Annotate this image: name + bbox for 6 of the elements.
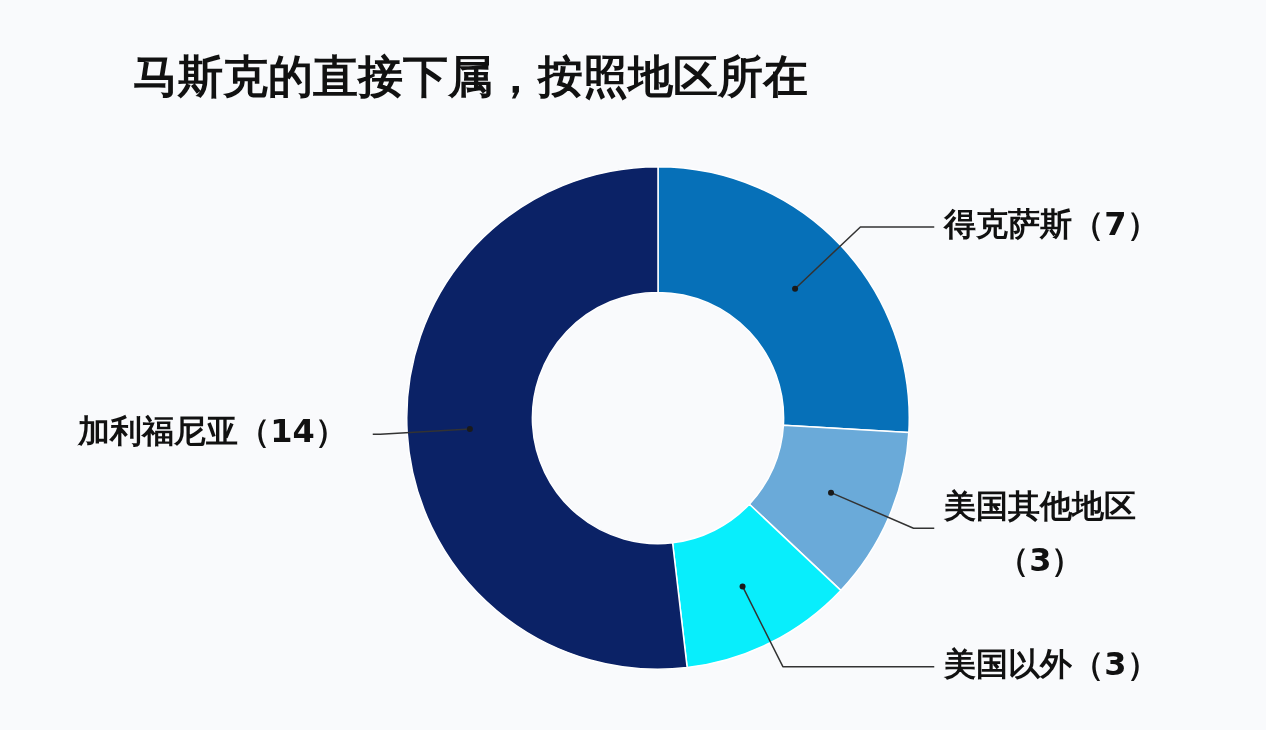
slice-label: 得克萨斯（7） <box>943 205 1159 244</box>
data-label: （3） <box>997 540 1084 579</box>
slice-label: 美国其他地区 <box>943 486 1137 525</box>
slice-label: 美国以外（3） <box>943 644 1159 683</box>
slice-label: 加利福尼亚（14） <box>77 412 347 451</box>
chart-title: 马斯克的直接下属，按照地区所在 <box>133 49 808 103</box>
